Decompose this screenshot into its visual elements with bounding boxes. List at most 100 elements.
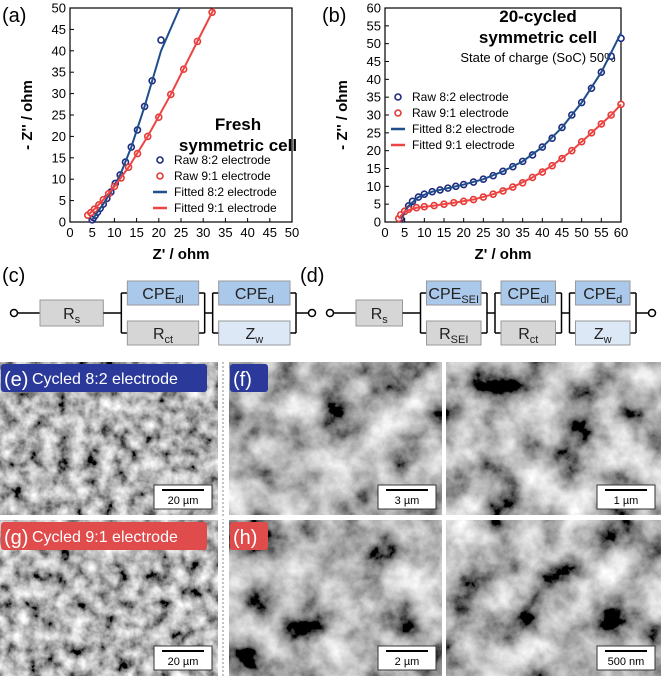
x-axis-label: Z' / ohm (153, 246, 210, 263)
x-axis-label: Z' / ohm (475, 246, 532, 263)
component-main: CPE (583, 286, 616, 303)
legend-swatch (156, 172, 164, 180)
x-tick-label: 25 (476, 225, 490, 240)
y-tick-label: 5 (59, 193, 66, 208)
y-tick-label: 5 (374, 197, 381, 212)
scale-bar-label: 2 µm (395, 656, 420, 668)
y-tick-label: 60 (367, 1, 381, 16)
image-caption: Cycled 9:1 electrode (32, 529, 178, 546)
legend-label: Fitted 8:2 electrode (174, 185, 277, 199)
component-sub: w (603, 334, 612, 346)
panel-label-box (230, 364, 268, 392)
panel-label: (c) (2, 265, 25, 287)
terminal (647, 308, 657, 318)
legend-label: Fitted 8:2 electrode (412, 122, 515, 136)
x-tick-label: 35 (515, 225, 529, 240)
x-tick-label: 5 (89, 225, 96, 240)
y-axis-label: - Z'' / ohm (19, 80, 36, 150)
component-main: CPE (235, 286, 268, 303)
component-label: CPEdl (142, 286, 183, 306)
component-box (500, 280, 556, 306)
component-main: R (153, 326, 165, 343)
component-label: Zw (594, 326, 612, 346)
terminal (9, 308, 19, 318)
x-tick-label: 55 (594, 225, 608, 240)
legend-label: Raw 9:1 electrode (174, 169, 271, 183)
x-tick-label: 5 (401, 225, 408, 240)
component-main: Z (594, 326, 604, 343)
y-tick-label: 15 (52, 150, 66, 165)
component-box (355, 299, 403, 327)
x-tick-label: 25 (174, 225, 188, 240)
component-sub: SEI (461, 294, 479, 306)
annotation: Fresh (215, 115, 261, 134)
y-tick-label: 30 (367, 108, 381, 123)
panel-label: (b) (322, 5, 346, 27)
component-label: Rs (371, 306, 389, 326)
component-label: CPEd (583, 286, 622, 306)
legend-label: Fitted 9:1 electrode (412, 138, 515, 152)
annotation: symmetric cell (479, 28, 597, 47)
annotation: 20-cycled (499, 7, 577, 26)
panel-label: (g) (4, 527, 28, 549)
annotation: symmetric cell (179, 136, 297, 155)
y-tick-label: 0 (59, 215, 66, 230)
legend-swatch (394, 93, 402, 101)
component-main: R (439, 326, 451, 343)
fit-line (397, 103, 622, 220)
y-tick-label: 20 (52, 129, 66, 144)
panel-label: (f) (233, 369, 252, 391)
data-point (157, 36, 165, 44)
component-box (126, 280, 200, 306)
y-tick-label: 35 (52, 65, 66, 80)
component-sub: d (616, 294, 622, 306)
component-sub: s (75, 314, 81, 326)
x-tick-label: 60 (614, 225, 628, 240)
component-main: CPE (142, 286, 175, 303)
panel-label-box (1, 364, 207, 392)
component-sub: SEI (451, 334, 469, 346)
component-sub: s (382, 314, 388, 326)
component-sub: ct (165, 334, 174, 346)
component-main: R (518, 326, 530, 343)
x-tick-label: 15 (437, 225, 451, 240)
component-main: R (371, 306, 383, 323)
x-tick-label: 0 (66, 225, 73, 240)
image-caption: Cycled 8:2 electrode (32, 371, 178, 388)
legend-swatch (156, 156, 164, 164)
y-tick-label: 15 (367, 161, 381, 176)
x-tick-label: 20 (456, 225, 470, 240)
component-label: Rct (518, 326, 538, 346)
panel-label: (d) (300, 265, 324, 287)
x-tick-label: 35 (218, 225, 232, 240)
scale-bar-label: 20 µm (168, 495, 199, 507)
y-tick-label: 50 (52, 1, 66, 16)
component-box (126, 320, 200, 346)
x-tick-label: 40 (240, 225, 254, 240)
y-tick-label: 25 (52, 108, 66, 123)
y-tick-label: 25 (367, 125, 381, 140)
component-label: Rct (153, 326, 173, 346)
x-tick-label: 10 (107, 225, 121, 240)
component-box (500, 320, 556, 346)
x-tick-label: 50 (285, 225, 299, 240)
scale-bar-label: 3 µm (395, 495, 420, 507)
component-main: Z (245, 326, 255, 343)
component-label: CPEdl (508, 286, 549, 306)
component-label: CPEd (235, 286, 274, 306)
panel-label-box (230, 522, 268, 550)
y-tick-label: 35 (367, 90, 381, 105)
component-box (426, 280, 482, 306)
fit-line (87, 7, 216, 216)
y-tick-label: 0 (374, 215, 381, 230)
y-tick-label: 45 (367, 54, 381, 69)
y-tick-label: 50 (367, 36, 381, 51)
component-box (218, 320, 291, 346)
x-tick-label: 45 (263, 225, 277, 240)
y-tick-label: 10 (52, 172, 66, 187)
legend-label: Raw 9:1 electrode (412, 106, 509, 120)
y-axis-label: - Z'' / ohm (334, 80, 351, 150)
panel-label: (a) (2, 5, 26, 27)
component-sub: ct (530, 334, 539, 346)
